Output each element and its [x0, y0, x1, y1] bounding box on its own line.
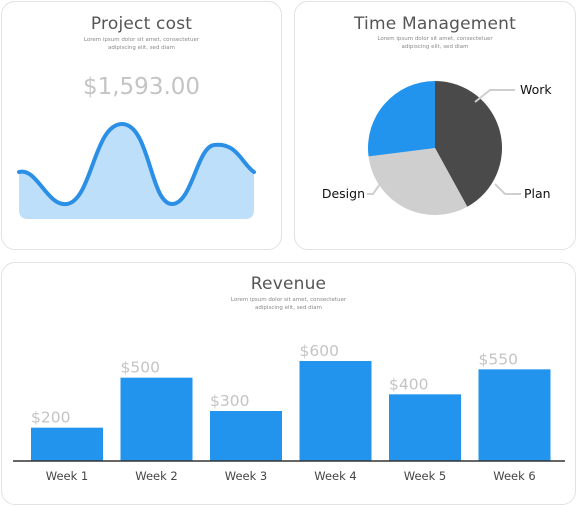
project-cost-title: Project cost [90, 14, 193, 34]
bar-3 [210, 411, 282, 461]
bar-6 [478, 369, 551, 461]
pie-leader-work [474, 89, 515, 103]
bar-category-label-5: Week 5 [404, 469, 446, 483]
cost-wave-line [17, 121, 256, 207]
bar-4 [299, 361, 372, 461]
project-cost-value: $1,593.00 [82, 74, 201, 100]
bar-category-label-2: Week 2 [135, 469, 177, 483]
bar-category-label-4: Week 4 [314, 469, 356, 483]
project-cost-subtitle: Lorem ipsum dolor sit amet, consectetuer… [83, 37, 200, 51]
bar-category-label-1: Week 1 [46, 469, 88, 483]
bar-value-label-2: $500 [121, 359, 160, 377]
cost-wave-chart [17, 121, 256, 219]
revenue-title: Revenue [250, 274, 327, 294]
time-management-subtitle: Lorem ipsum dolor sit amet, consectetuer… [377, 36, 493, 50]
bar-value-label-6: $550 [479, 350, 518, 368]
bar-value-label-5: $400 [389, 375, 428, 393]
pie-leader-plan [494, 183, 521, 195]
time-management-pie: Work Plan Design [322, 81, 552, 215]
bar-1 [31, 427, 103, 461]
time-management-title: Time Management [354, 14, 516, 34]
bar-value-label-3: $300 [210, 392, 249, 410]
bar-value-label-4: $600 [300, 342, 339, 360]
bar-value-label-1: $200 [31, 409, 70, 427]
revenue-subtitle: Lorem ipsum dolor sit amet, consectetuer… [230, 297, 347, 311]
pie-label-design: Design [322, 186, 365, 201]
pie-slice-plan [368, 148, 468, 215]
project-cost-card: Project cost Lorem ipsum dolor sit amet,… [1, 1, 282, 250]
revenue-bar-chart: $200 Week 1 $500 Week 2 $300 Week 3 $600 Week 4… [13, 342, 565, 483]
pie-slice-design [368, 81, 435, 157]
cost-wave-area [19, 124, 254, 219]
pie-label-plan: Plan [524, 186, 551, 201]
revenue-card: Revenue Lorem ipsum dolor sit amet, cons… [1, 262, 576, 505]
bar-category-label-6: Week 6 [493, 469, 535, 483]
time-management-card: Time Management Lorem ipsum dolor sit am… [294, 1, 576, 250]
pie-slice-work [435, 81, 502, 207]
bar-category-label-3: Week 3 [225, 469, 267, 483]
bar-2 [120, 377, 193, 461]
pie-label-work: Work [520, 82, 552, 97]
pie-leader-design [367, 183, 381, 195]
bar-5 [389, 394, 461, 461]
